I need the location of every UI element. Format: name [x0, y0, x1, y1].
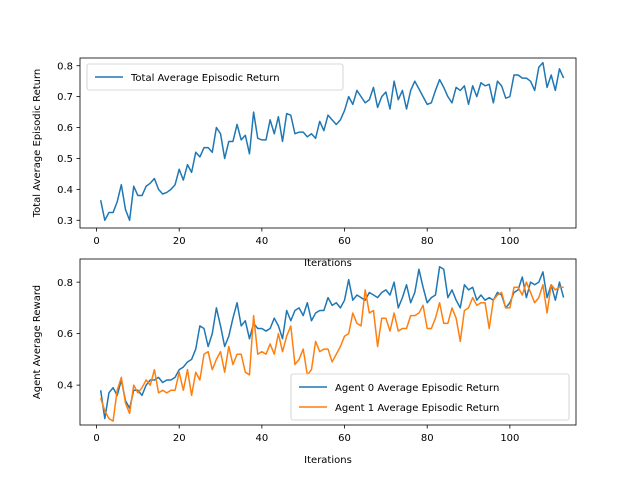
series-line-total-return — [99, 61, 565, 222]
x-tick-label: 40 — [255, 433, 268, 444]
x-tick-label: 0 — [93, 236, 99, 247]
y-axis-label: Agent Average Reward — [32, 285, 43, 399]
axes-frame — [79, 57, 577, 229]
x-tick-label: 80 — [421, 433, 434, 444]
axes-frame — [79, 258, 577, 426]
y-tick-label: 0.6 — [57, 329, 73, 340]
x-tick-label: 60 — [338, 433, 351, 444]
y-tick-label: 0.4 — [57, 381, 73, 392]
y-tick-label: 0.8 — [57, 61, 73, 72]
legend-box — [290, 373, 570, 421]
y-tick-label: 0.5 — [57, 154, 73, 165]
x-tick-label: 80 — [421, 236, 434, 247]
bottom-subplot: 0 20 40 60 80 100 0.4 0.6 0.8 Iterations Agent Ave… — [32, 258, 577, 466]
y-axis-label: Total Average Episodic Return — [32, 69, 43, 219]
x-tick-label: 0 — [93, 433, 99, 444]
x-axis-label: Iterations — [304, 455, 352, 466]
legend-entry: Agent 1 Average Episodic Return — [335, 403, 499, 414]
series-line-agent-1-return — [99, 281, 564, 422]
series-line-agent-0-return — [99, 265, 565, 420]
legend-box — [86, 63, 344, 91]
y-tick-label: 0.4 — [57, 185, 73, 196]
x-tick-label: 100 — [500, 236, 519, 247]
x-tick-label: 20 — [173, 433, 186, 444]
y-tick-label: 0.7 — [57, 92, 73, 103]
x-tick-label: 20 — [173, 236, 186, 247]
y-tick-label: 0.3 — [57, 216, 73, 227]
x-tick-label: 100 — [500, 433, 519, 444]
x-tick-label: 40 — [255, 236, 268, 247]
legend-entry: Total Average Episodic Return — [130, 73, 280, 84]
x-axis-label: Iterations — [304, 258, 352, 269]
x-tick-label: 60 — [338, 236, 351, 247]
top-subplot: 0 20 40 60 80 100 0.3 0.4 0.5 0.6 0.7 0.8 Iterations… — [32, 57, 577, 269]
y-tick-label: 0.6 — [57, 123, 73, 134]
y-tick-label: 0.8 — [57, 278, 73, 289]
legend-entry: Agent 0 Average Episodic Return — [335, 383, 499, 394]
